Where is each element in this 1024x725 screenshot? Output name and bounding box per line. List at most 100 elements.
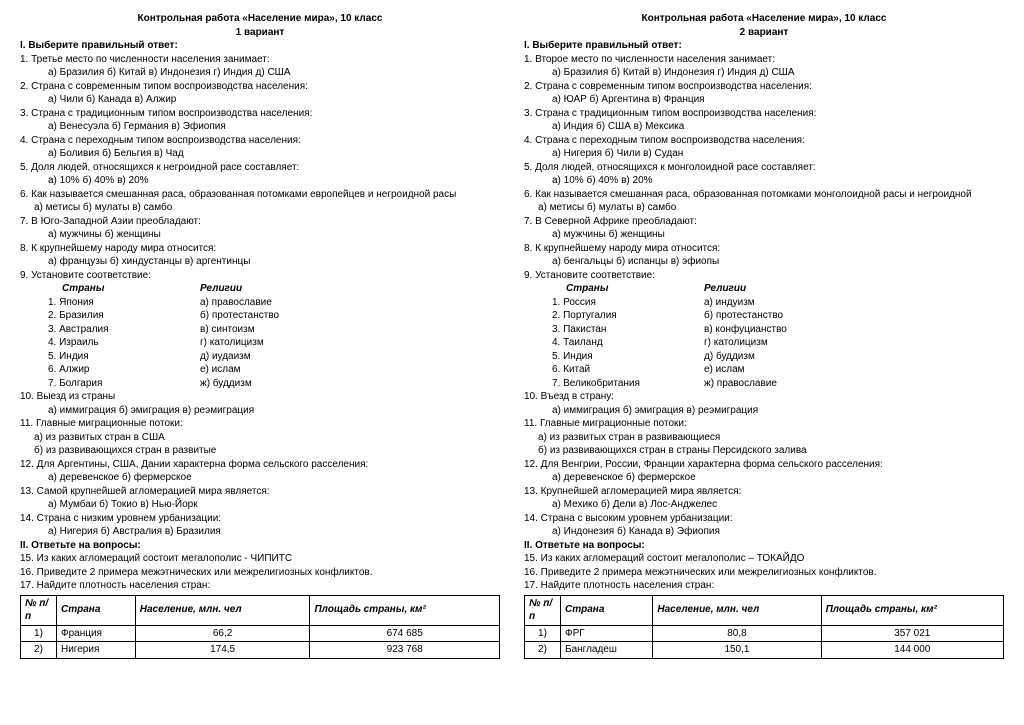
- match-row: 5. Индияд) иудаизм: [20, 350, 500, 364]
- question: 12. Для Аргентины, США, Дании характерна…: [20, 458, 500, 472]
- match-row: 7. Великобританияж) православие: [524, 377, 1004, 391]
- question: 16. Приведите 2 примера межэтнических ил…: [20, 566, 500, 580]
- question: 9. Установите соответствие:: [20, 269, 500, 283]
- match-row: 4. Израильг) католицизм: [20, 336, 500, 350]
- match-row: 6. Китайе) ислам: [524, 363, 1004, 377]
- answer-options: а) Мумбаи б) Токио в) Нью-Йорк: [20, 498, 500, 512]
- answer-options: а) метисы б) мулаты в) самбо: [20, 201, 500, 215]
- match-row: 7. Болгарияж) буддизм: [20, 377, 500, 391]
- table-cell: 2): [21, 642, 57, 659]
- variant-1: Контрольная работа «Население мира», 10 …: [20, 12, 500, 659]
- match-row: 4. Таиландг) католицизм: [524, 336, 1004, 350]
- table-row: 1)ФРГ80,8357 021: [525, 625, 1004, 642]
- question: 16. Приведите 2 примера межэтнических ил…: [524, 566, 1004, 580]
- table-cell: 674 685: [310, 625, 500, 642]
- variant-label: 1 вариант: [20, 26, 500, 40]
- question: 14. Страна с низким уровнем урбанизации:: [20, 512, 500, 526]
- answer-options: а) мужчины б) женщины: [20, 228, 500, 242]
- table-cell: 150,1: [653, 642, 821, 659]
- section-1-header: I. Выберите правильный ответ:: [20, 39, 500, 53]
- answer-options: а) 10% б) 40% в) 20%: [524, 174, 1004, 188]
- table-cell: 144 000: [821, 642, 1003, 659]
- table-cell: Нигерия: [57, 642, 136, 659]
- variant-2: Контрольная работа «Население мира», 10 …: [524, 12, 1004, 659]
- match-row: 5. Индияд) буддизм: [524, 350, 1004, 364]
- question: 10. Выезд из страны: [20, 390, 500, 404]
- worksheet-title: Контрольная работа «Население мира», 10 …: [524, 12, 1004, 26]
- question: 14. Страна с высоким уровнем урбанизации…: [524, 512, 1004, 526]
- question: 13. Самой крупнейшей агломерацией мира я…: [20, 485, 500, 499]
- question: 3. Страна с традиционным типом воспроизв…: [524, 107, 1004, 121]
- question: 5. Доля людей, относящихся к негроидной …: [20, 161, 500, 175]
- answer-option-b: б) из развивающихся стран в страны Перси…: [524, 444, 1004, 458]
- match-header: СтраныРелигии: [20, 282, 500, 296]
- answer-options: а) Боливия б) Бельгия в) Чад: [20, 147, 500, 161]
- answer-options: а) Нигерия б) Австралия в) Бразилия: [20, 525, 500, 539]
- table-cell: 80,8: [653, 625, 821, 642]
- table-cell: 66,2: [135, 625, 310, 642]
- answer-options: а) 10% б) 40% в) 20%: [20, 174, 500, 188]
- question: 7. В Юго-Западной Азии преобладают:: [20, 215, 500, 229]
- question: 7. В Северной Африке преобладают:: [524, 215, 1004, 229]
- table-cell: ФРГ: [561, 625, 653, 642]
- question: 2. Страна с современным типом воспроизво…: [524, 80, 1004, 94]
- table-cell: Франция: [57, 625, 136, 642]
- match-row: 1. Японияа) православие: [20, 296, 500, 310]
- match-row: 1. Россияа) индуизм: [524, 296, 1004, 310]
- answer-options: а) иммиграция б) эмиграция в) реэмиграци…: [524, 404, 1004, 418]
- table-header: Страна: [561, 595, 653, 625]
- answer-options: а) Нигерия б) Чили в) Судан: [524, 147, 1004, 161]
- question: 3. Страна с традиционным типом воспроизв…: [20, 107, 500, 121]
- answer-options: а) Венесуэла б) Германия в) Эфиопия: [20, 120, 500, 134]
- table-cell: 174,5: [135, 642, 310, 659]
- match-header: СтраныРелигии: [524, 282, 1004, 296]
- answer-options: а) Бразилия б) Китай в) Индонезия г) Инд…: [524, 66, 1004, 80]
- table-header: № п/п: [525, 595, 561, 625]
- question: 4. Страна с переходным типом воспроизвод…: [20, 134, 500, 148]
- answer-options: а) Индия б) США в) Мексика: [524, 120, 1004, 134]
- question: 12. Для Венгрии, России, Франции характе…: [524, 458, 1004, 472]
- question: 4. Страна с переходным типом воспроизвод…: [524, 134, 1004, 148]
- answer-options: а) Бразилия б) Китай в) Индонезия г) Инд…: [20, 66, 500, 80]
- section-2-header: II. Ответьте на вопросы:: [20, 539, 500, 553]
- table-cell: 1): [525, 625, 561, 642]
- question: 13. Крупнейшей агломерацией мира являетс…: [524, 485, 1004, 499]
- density-table: № п/пСтранаНаселение, млн. челПлощадь ст…: [20, 595, 500, 659]
- question: 1. Второе место по численности населения…: [524, 53, 1004, 67]
- question: 8. К крупнейшему народу мира относится:: [524, 242, 1004, 256]
- answer-options: а) Мехико б) Дели в) Лос-Анджелес: [524, 498, 1004, 512]
- question: 15. Из каких агломераций состоит мегалоп…: [524, 552, 1004, 566]
- answer-options: а) метисы б) мулаты в) самбо: [524, 201, 1004, 215]
- table-cell: 357 021: [821, 625, 1003, 642]
- question: 2. Страна с современным типом воспроизво…: [20, 80, 500, 94]
- density-table: № п/пСтранаНаселение, млн. челПлощадь ст…: [524, 595, 1004, 659]
- table-cell: 2): [525, 642, 561, 659]
- variant-label: 2 вариант: [524, 26, 1004, 40]
- table-header: № п/п: [21, 595, 57, 625]
- question: 11. Главные миграционные потоки:: [20, 417, 500, 431]
- table-row: 2)Нигерия174,5923 768: [21, 642, 500, 659]
- table-cell: Бангладеш: [561, 642, 653, 659]
- answer-options: а) Чили б) Канада в) Алжир: [20, 93, 500, 107]
- worksheet-page: Контрольная работа «Население мира», 10 …: [20, 12, 1004, 659]
- question: 8. К крупнейшему народу мира относится:: [20, 242, 500, 256]
- question: 9. Установите соответствие:: [524, 269, 1004, 283]
- table-header: Население, млн. чел: [653, 595, 821, 625]
- table-cell: 1): [21, 625, 57, 642]
- question: 10. Въезд в страну:: [524, 390, 1004, 404]
- table-cell: 923 768: [310, 642, 500, 659]
- question: 17. Найдите плотность населения стран:: [20, 579, 500, 593]
- answer-options: а) Индонезия б) Канада в) Эфиопия: [524, 525, 1004, 539]
- answer-options: а) бенгальцы б) испанцы в) эфиопы: [524, 255, 1004, 269]
- answer-options: а) ЮАР б) Аргентина в) Франция: [524, 93, 1004, 107]
- question: 6. Как называется смешанная раса, образо…: [524, 188, 1004, 202]
- question: 1. Третье место по численности населения…: [20, 53, 500, 67]
- table-header: Площадь страны, км²: [310, 595, 500, 625]
- table-header: Площадь страны, км²: [821, 595, 1003, 625]
- match-row: 2. Португалияб) протестанство: [524, 309, 1004, 323]
- table-row: 2)Бангладеш150,1144 000: [525, 642, 1004, 659]
- answer-options: а) деревенское б) фермерское: [20, 471, 500, 485]
- answer-options: а) деревенское б) фермерское: [524, 471, 1004, 485]
- section-2-header: II. Ответьте на вопросы:: [524, 539, 1004, 553]
- answer-options: а) иммиграция б) эмиграция в) реэмиграци…: [20, 404, 500, 418]
